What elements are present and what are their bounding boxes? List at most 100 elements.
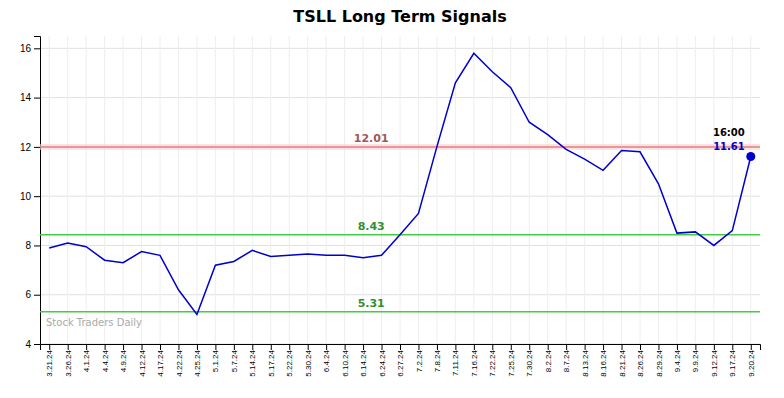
marks [40, 53, 760, 314]
x-tick-mark [160, 344, 161, 350]
x-tick-mark [529, 344, 530, 350]
grid-line-x [713, 36, 714, 344]
grid-line-x [252, 36, 253, 344]
y-tick-mark [34, 344, 40, 345]
x-tick: 9.9.24 [691, 344, 700, 372]
x-tick-mark [603, 344, 604, 350]
y-tick: 8 [25, 240, 40, 251]
x-tick-mark [658, 344, 659, 350]
reference-line [40, 146, 760, 148]
x-tick-mark [86, 344, 87, 350]
x-tick: 5.7.24 [230, 344, 239, 372]
x-tick: 4.25.24 [193, 344, 202, 377]
plot-area: 3.21.243.26.244.1.244.4.244.9.244.12.244… [20, 36, 761, 377]
x-tick: 6.10.24 [341, 344, 350, 377]
x-tick-label: 7.11.24 [451, 349, 460, 376]
grid-line-x [196, 36, 197, 344]
x-tick-label: 3.26.24 [64, 349, 73, 376]
x-tick-label: 7.16.24 [470, 349, 479, 376]
x-tick-label: 7.25.24 [507, 349, 516, 376]
y-tick-label: 16 [20, 43, 32, 54]
x-tick-label: 8.2.24 [544, 349, 553, 372]
x-tick-mark [511, 344, 512, 350]
x-tick-label: 5.7.24 [230, 349, 239, 372]
grid-line-x [676, 36, 677, 344]
x-tick-label: 9.9.24 [691, 349, 700, 372]
x-tick: 5.1.24 [211, 344, 220, 372]
x-tick-label: 8.13.24 [581, 349, 590, 376]
x-tick: 4.17.24 [156, 344, 165, 377]
grid-line-x [141, 36, 142, 344]
x-tick: 7.8.24 [433, 344, 442, 372]
y-tick: 4 [25, 339, 40, 350]
y-tick-mark [34, 98, 40, 99]
x-tick-label: 5.1.24 [211, 349, 220, 372]
x-tick-label: 4.22.24 [175, 349, 184, 376]
grid-line-x [566, 36, 567, 344]
title: TSLL Long Term Signals [293, 7, 506, 26]
grid-line-x [547, 36, 548, 344]
x-tick-label: 9.20.24 [747, 349, 756, 376]
x-tick-mark [474, 344, 475, 350]
x-tick-label: 8.21.24 [618, 349, 627, 376]
x-tick-mark [123, 344, 124, 350]
x-tick-label: 8.16.24 [599, 349, 608, 376]
grid-line-x [529, 36, 530, 344]
grid-line-x [123, 36, 124, 344]
grid-line-x [270, 36, 271, 344]
grid-line-x [473, 36, 474, 344]
x-tick-mark [178, 344, 179, 350]
grid-line-x [510, 36, 511, 344]
x-tick-label: 6.24.24 [378, 349, 387, 376]
x-tick-mark [714, 344, 715, 350]
x-tick-mark [677, 344, 678, 350]
x-tick-label: 4.17.24 [156, 349, 165, 376]
y-axis: 46810121416 [20, 37, 41, 350]
reference-label: 5.31 [358, 297, 385, 310]
x-tick-mark [363, 344, 364, 350]
y-tick-label: 12 [20, 142, 32, 153]
grid-line-x [603, 36, 604, 344]
x-tick: 8.2.24 [544, 344, 553, 372]
x-tick-mark [68, 344, 69, 350]
x-tick-label: 9.12.24 [710, 349, 719, 376]
x-tick: 5.14.24 [248, 344, 257, 377]
grid-line-x [86, 36, 87, 344]
x-tick-mark [271, 344, 272, 350]
x-tick-mark [418, 344, 419, 350]
y-tick-label: 8 [25, 240, 31, 251]
y-tick-mark [34, 245, 40, 246]
x-tick: 8.26.24 [636, 344, 645, 377]
x-tick: 9.4.24 [673, 344, 682, 372]
grid-line-x [418, 36, 419, 344]
x-tick-mark [640, 344, 641, 350]
x-tick: 7.11.24 [451, 344, 460, 376]
x-tick: 9.17.24 [728, 344, 737, 377]
x-tick: 7.16.24 [470, 344, 479, 377]
grid-line-x [49, 36, 50, 344]
x-tick: 4.1.24 [82, 344, 91, 372]
x-tick: 6.4.24 [322, 344, 331, 372]
chart: 3.21.243.26.244.1.244.4.244.9.244.12.244… [0, 0, 784, 398]
x-tick-label: 6.27.24 [396, 349, 405, 376]
x-tick-mark [308, 344, 309, 350]
reference-line [40, 311, 760, 313]
reference-label: 12.01 [354, 132, 389, 145]
x-tick: 8.7.24 [562, 344, 571, 372]
x-tick-label: 6.14.24 [359, 349, 368, 376]
x-tick-label: 9.4.24 [673, 349, 682, 372]
x-tick-mark [585, 344, 586, 350]
x-tick-mark [289, 344, 290, 350]
x-tick-mark [197, 344, 198, 350]
x-tick: 3.26.24 [64, 344, 73, 377]
y-tick-mark [34, 48, 40, 49]
x-tick-label: 4.1.24 [82, 349, 91, 372]
end-dot [746, 152, 755, 161]
grid [40, 36, 760, 344]
grid-line-x [732, 36, 733, 344]
x-tick: 5.22.24 [285, 344, 294, 377]
x-tick-label: 7.8.24 [433, 349, 442, 372]
grid-line-x [400, 36, 401, 344]
x-tick-label: 4.9.24 [119, 349, 128, 372]
grid-line-x [215, 36, 216, 344]
